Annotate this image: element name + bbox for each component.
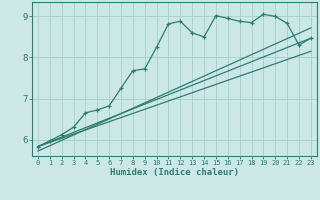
X-axis label: Humidex (Indice chaleur): Humidex (Indice chaleur) bbox=[110, 168, 239, 177]
